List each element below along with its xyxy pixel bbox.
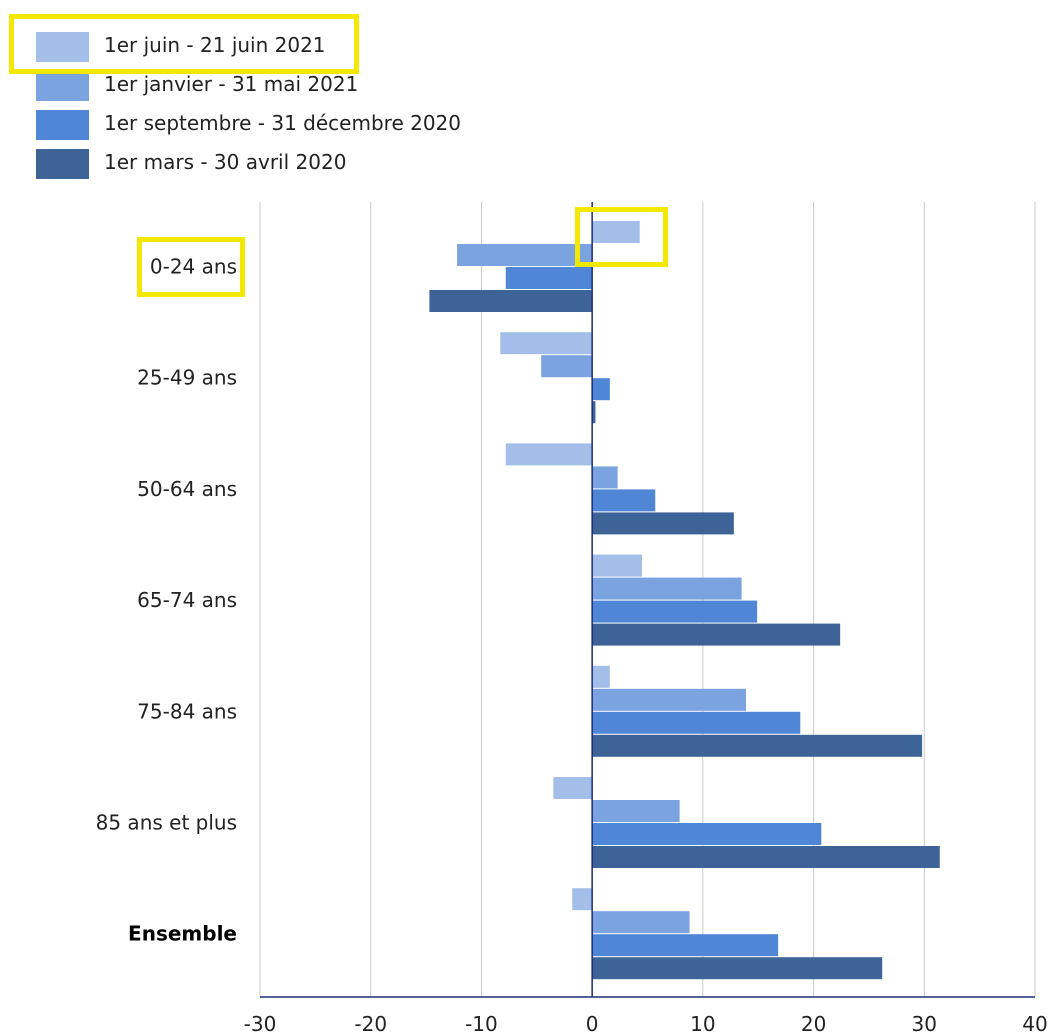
x-tick-label: 20	[801, 1012, 826, 1034]
legend-label: 1er septembre - 31 décembre 2020	[104, 111, 462, 135]
legend-swatch	[36, 32, 89, 62]
category-labels: 0-24 ans 25-49 ans 50-64 ans 65-74 ans 75-84…	[96, 255, 237, 946]
bar	[592, 711, 801, 734]
category-label: Ensemble	[128, 922, 237, 946]
x-tick-label: 40	[1022, 1012, 1047, 1034]
category-label: 65-74 ans	[137, 588, 237, 612]
bar	[457, 244, 593, 266]
bar	[592, 554, 642, 577]
x-tick-labels: -30 -20 -10 0 10 20 30 40	[244, 1012, 1048, 1034]
bar	[553, 777, 593, 799]
bar	[592, 623, 841, 646]
bar	[592, 466, 618, 489]
bar	[592, 378, 610, 401]
bar	[592, 401, 596, 424]
x-tick-label: 0	[586, 1012, 599, 1034]
bar	[505, 267, 593, 289]
axes	[260, 202, 1035, 998]
bar	[592, 934, 779, 957]
bar	[592, 577, 742, 600]
legend-swatch	[36, 71, 89, 101]
bar	[592, 512, 734, 535]
category-label: 50-64 ans	[137, 477, 237, 501]
bar	[592, 600, 758, 623]
bar	[592, 688, 747, 711]
x-tick-label: -10	[465, 1012, 498, 1034]
bar	[429, 290, 593, 312]
category-label: 85 ans et plus	[96, 811, 237, 835]
bar	[592, 846, 940, 868]
bar	[572, 888, 593, 911]
category-label: 75-84 ans	[137, 699, 237, 723]
bar	[592, 957, 883, 980]
bars	[429, 221, 940, 980]
legend-label: 1er janvier - 31 mai 2021	[104, 72, 359, 96]
legend-swatch	[36, 149, 89, 179]
legend-label: 1er juin - 21 juin 2021	[104, 33, 326, 57]
bar	[592, 221, 640, 243]
x-tick-label: -30	[244, 1012, 277, 1034]
x-tick-label: -20	[354, 1012, 387, 1034]
category-label: 0-24 ans	[150, 255, 237, 279]
bar	[505, 443, 593, 466]
bar	[592, 823, 822, 845]
bar	[592, 734, 923, 757]
bar	[592, 911, 690, 934]
x-tick-label: 10	[690, 1012, 715, 1034]
bar	[592, 800, 680, 822]
bar	[541, 355, 593, 378]
legend-label: 1er mars - 30 avril 2020	[104, 150, 347, 174]
category-label: 25-49 ans	[137, 366, 237, 390]
legend-swatch	[36, 110, 89, 140]
gridlines	[259, 202, 1036, 997]
bar	[500, 332, 593, 355]
bar	[592, 489, 656, 512]
bar	[592, 665, 610, 688]
x-tick-label: 30	[912, 1012, 937, 1034]
